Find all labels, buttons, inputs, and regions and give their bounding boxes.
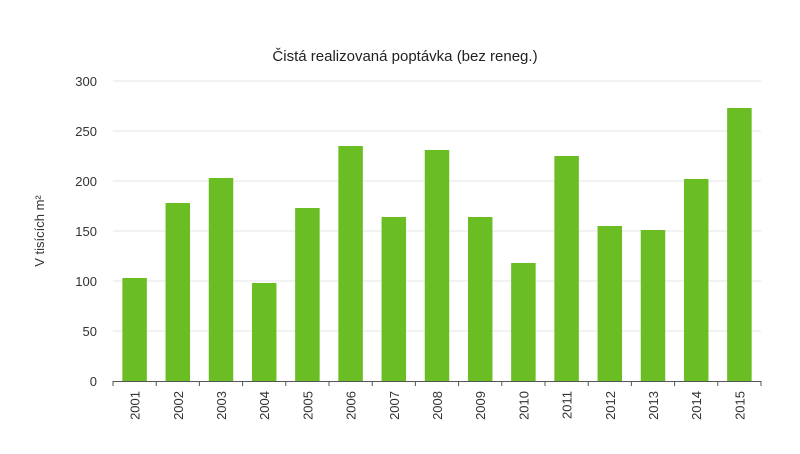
x-tick-label: 2004 <box>257 391 272 420</box>
bar-2015 <box>727 108 752 381</box>
y-tick-label: 150 <box>75 224 97 239</box>
bar-2014 <box>683 179 709 381</box>
bar-2008 <box>424 150 450 381</box>
y-tick-label: 100 <box>75 274 97 289</box>
x-tick-label: 2008 <box>430 391 445 420</box>
x-tick-label: 2001 <box>128 391 143 420</box>
x-tick-label: 2007 <box>387 391 402 420</box>
bar-2006 <box>338 146 363 381</box>
x-tick-label: 2012 <box>603 391 618 420</box>
x-tick-label: 2002 <box>171 391 186 420</box>
bar-2003 <box>208 178 234 381</box>
x-tick-label: 2005 <box>300 391 315 420</box>
x-tick-label: 2011 <box>560 391 575 419</box>
x-tick-label: 2013 <box>646 391 661 420</box>
x-tick-label: 2003 <box>214 391 229 420</box>
y-axis-label: V tisících m² <box>32 195 47 267</box>
y-tick-label: 200 <box>75 174 97 189</box>
x-tick-label: 2009 <box>473 391 488 420</box>
y-tick-label: 50 <box>83 324 97 339</box>
x-tick-label: 2015 <box>732 391 747 420</box>
y-tick-label: 250 <box>75 124 97 139</box>
bar-2007 <box>381 217 407 381</box>
y-tick-label: 0 <box>90 374 97 389</box>
x-tick-label: 2014 <box>689 391 704 420</box>
bar-2011 <box>554 156 579 381</box>
bar-2004 <box>251 283 277 381</box>
bar-2002 <box>165 203 191 381</box>
bar-2005 <box>295 208 320 381</box>
bar-2010 <box>511 263 536 381</box>
bar-2001 <box>122 278 147 381</box>
bar-2012 <box>597 226 623 381</box>
chart-title: Čistá realizovaná poptávka (bez reneg.) <box>272 48 537 65</box>
y-tick-label: 300 <box>75 74 97 89</box>
bar-2009 <box>467 217 493 381</box>
bar-2013 <box>640 230 666 381</box>
x-tick-label: 2006 <box>344 391 359 420</box>
x-tick-label: 2010 <box>516 391 531 420</box>
